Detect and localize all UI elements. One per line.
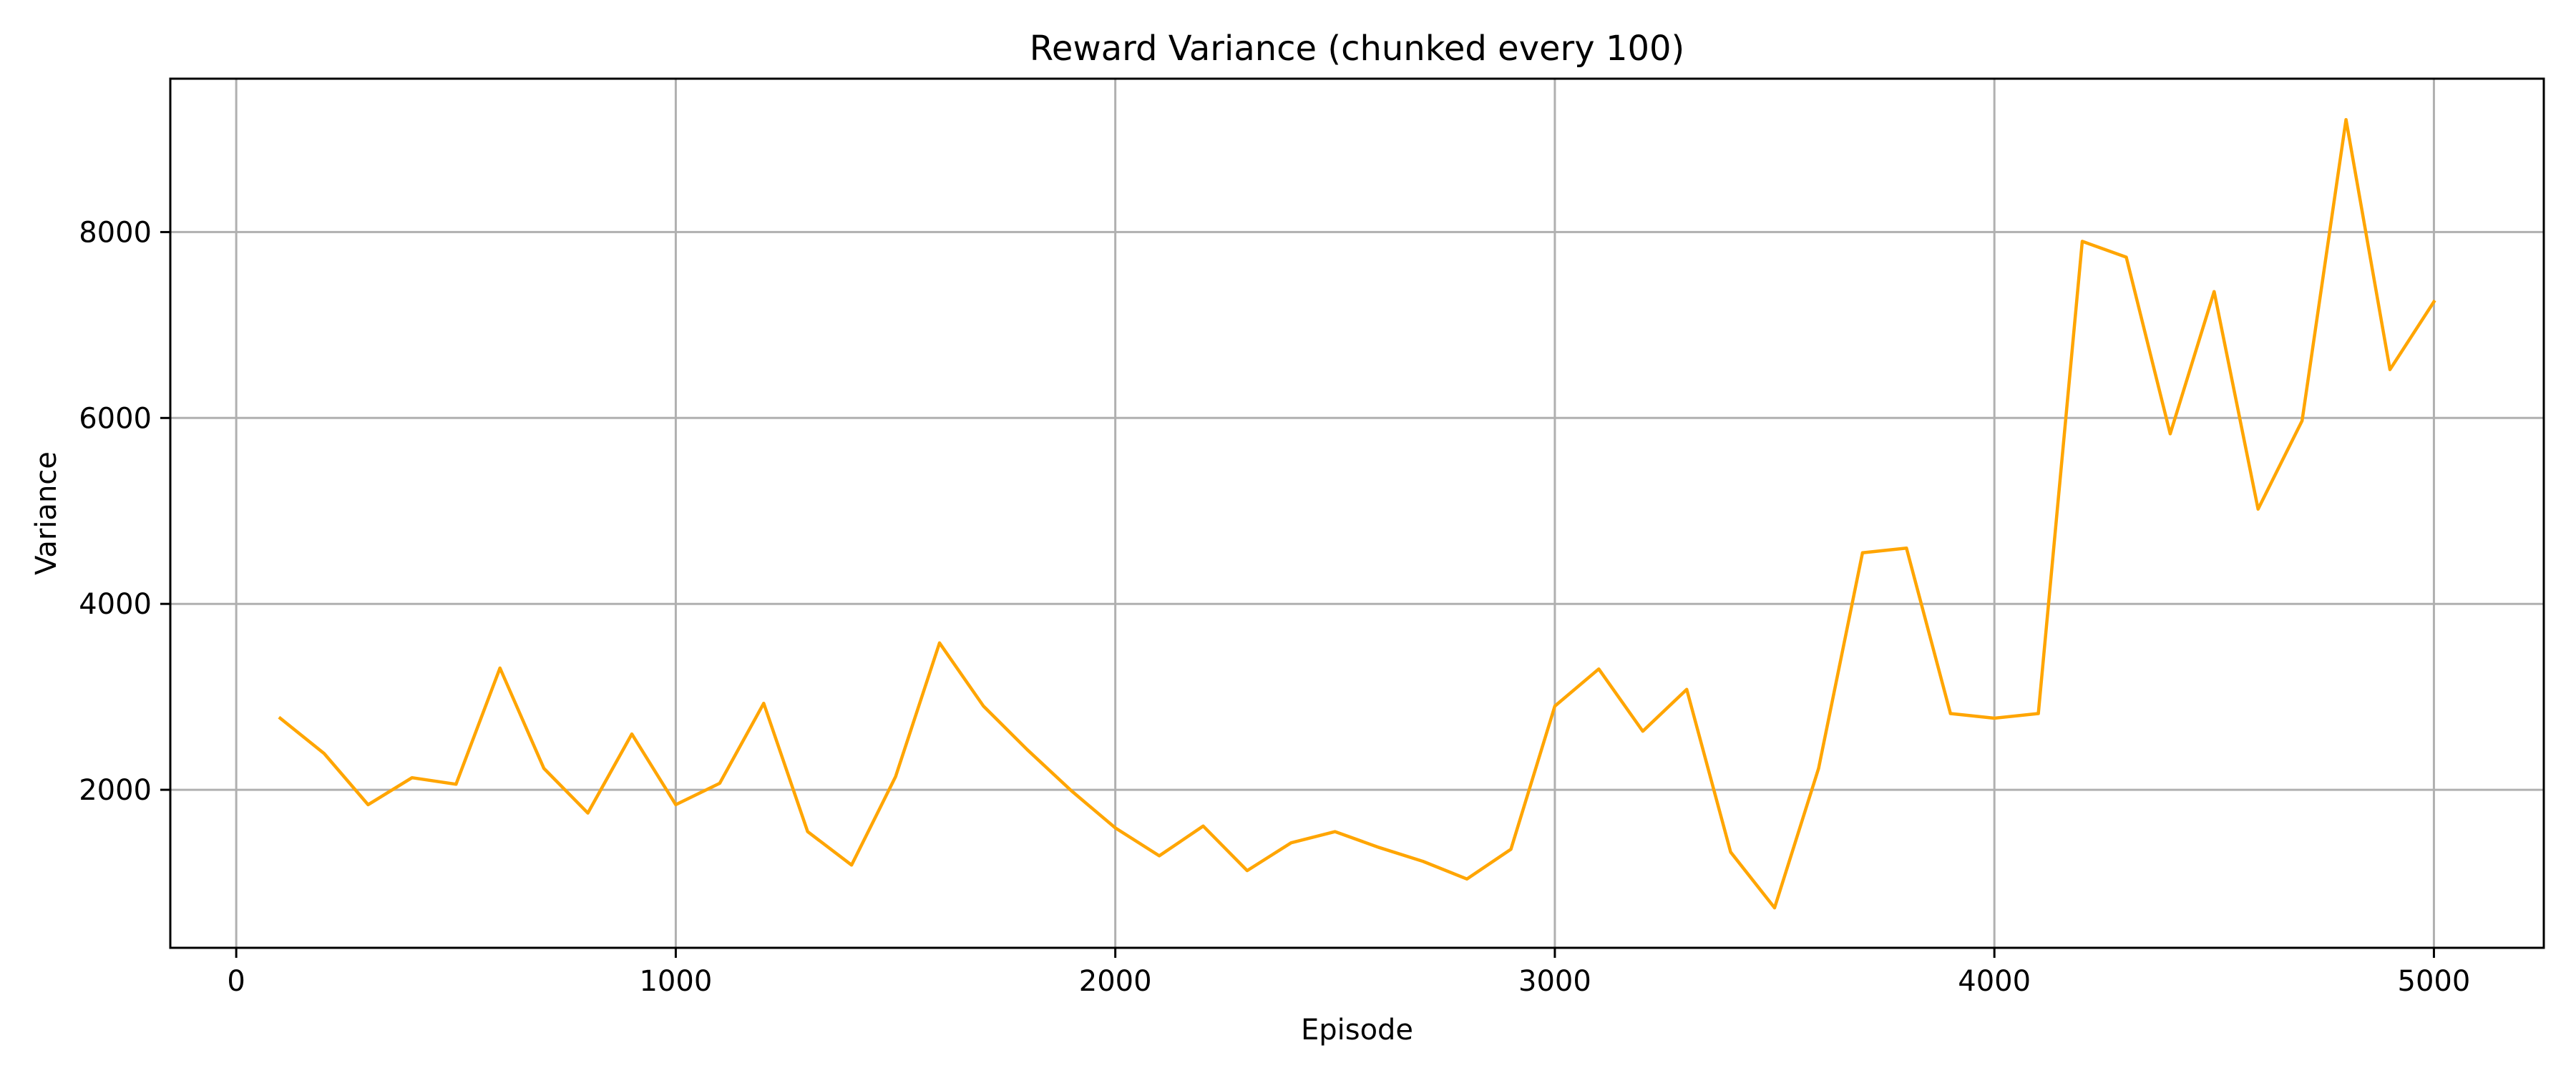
y-tick-label: 4000 <box>79 588 152 621</box>
y-tick-label: 2000 <box>79 774 152 807</box>
x-tick-label: 3000 <box>1518 965 1591 998</box>
y-tick-label: 8000 <box>79 216 152 249</box>
y-tick-label: 6000 <box>79 402 152 435</box>
y-axis: 2000 4000 6000 8000 <box>79 216 170 807</box>
y-axis-label: Variance <box>30 451 63 575</box>
x-tick-label: 4000 <box>1958 965 2031 998</box>
x-axis: 0 1000 2000 3000 4000 5000 <box>227 948 2470 998</box>
x-tick-label: 1000 <box>639 965 712 998</box>
plot-frame <box>169 77 2545 949</box>
x-tick-label: 0 <box>227 965 245 998</box>
x-axis-label: Episode <box>1301 1014 1413 1047</box>
x-tick-label: 5000 <box>2398 965 2471 998</box>
series-group <box>278 117 2436 910</box>
chart-title: Reward Variance (chunked every 100) <box>1030 29 1685 69</box>
series-line <box>278 117 2436 910</box>
x-tick-label: 2000 <box>1079 965 1152 998</box>
